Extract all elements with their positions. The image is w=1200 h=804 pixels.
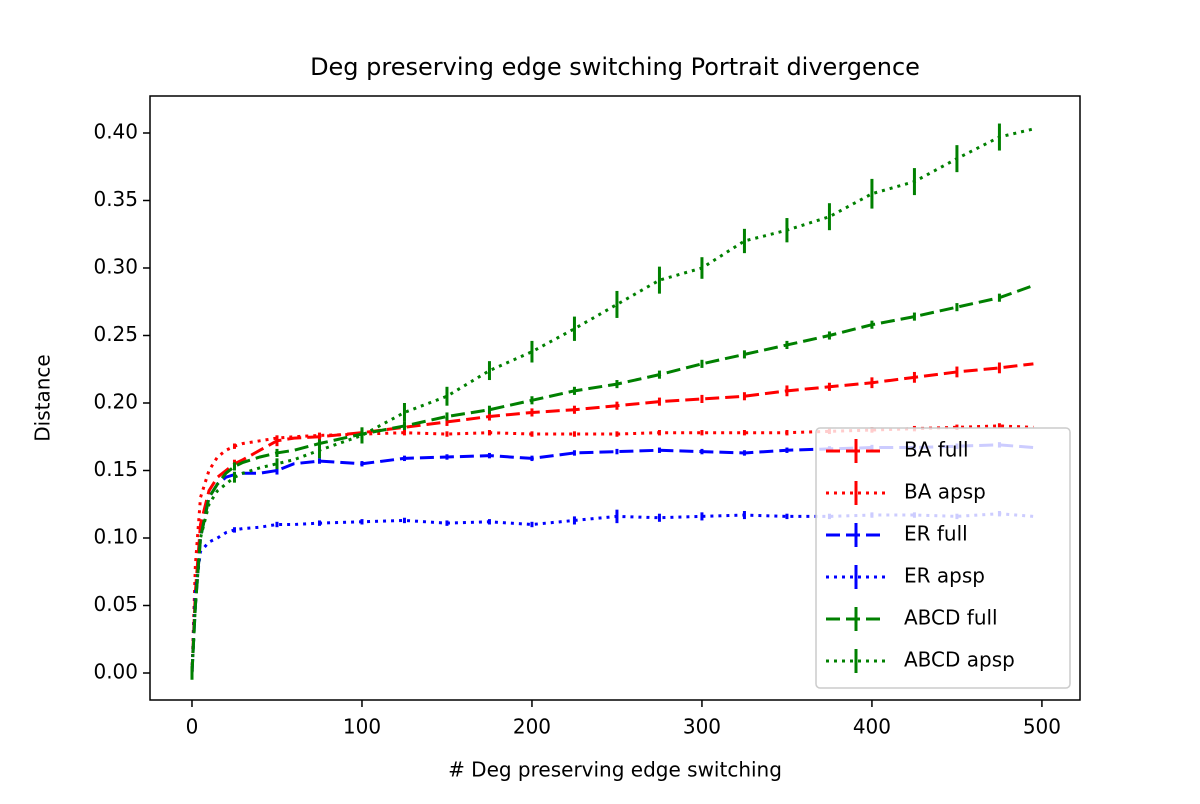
y-tick-label: 0.20 [93, 389, 138, 413]
legend-label: ABCD apsp [904, 648, 1015, 672]
y-tick-label: 0.35 [93, 187, 138, 211]
x-tick-label: 300 [683, 715, 721, 739]
x-tick-label: 0 [186, 715, 199, 739]
x-tick-label: 400 [853, 715, 891, 739]
y-tick-label: 0.05 [93, 592, 138, 616]
legend-label: ABCD full [904, 606, 998, 630]
x-tick-label: 200 [513, 715, 551, 739]
plot-frame [149, 95, 1081, 701]
legend-label: BA apsp [904, 480, 986, 504]
legend-label: BA full [904, 438, 969, 462]
y-tick-label: 0.10 [93, 524, 138, 548]
y-tick-label: 0.25 [93, 322, 138, 346]
legend-label: ER full [904, 522, 968, 546]
y-tick-label: 0.00 [93, 659, 138, 683]
y-tick-label: 0.30 [93, 254, 138, 278]
series-line [190, 127, 1034, 674]
y-tick-label: 0.40 [93, 119, 138, 143]
chart-title: Deg preserving edge switching Portrait d… [310, 53, 920, 81]
x-tick-label: 100 [343, 715, 381, 739]
series-line [190, 284, 1034, 674]
x-tick-label: 500 [1023, 715, 1061, 739]
legend-box [815, 427, 1071, 689]
legend-label: ER apsp [904, 564, 985, 588]
x-axis-label: # Deg preserving edge switching [448, 758, 782, 782]
y-tick-label: 0.15 [93, 457, 138, 481]
y-axis-label: Distance [31, 354, 55, 441]
legend: BA full BA apsp ER full ER apsp ABCD full ABC… [815, 427, 1071, 689]
